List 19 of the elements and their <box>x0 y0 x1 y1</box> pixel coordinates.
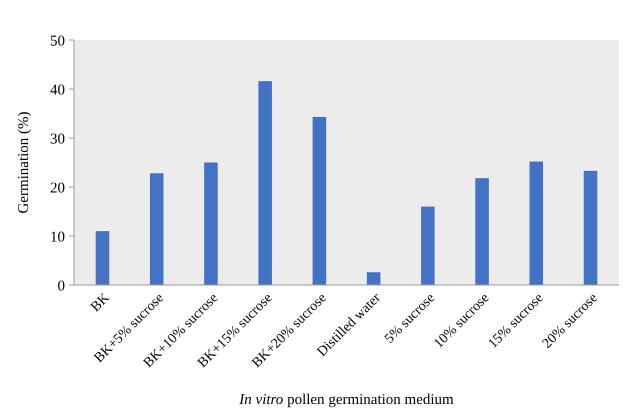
bar <box>96 231 110 285</box>
bar <box>584 170 598 285</box>
x-tick-label: BK <box>88 290 113 316</box>
y-tick-label: 50 <box>50 33 65 50</box>
y-tick-label: 20 <box>50 180 65 196</box>
x-axis-title: In vitro pollen germination medium <box>238 392 454 408</box>
y-tick-label: 0 <box>58 278 65 294</box>
bar <box>258 81 272 285</box>
bar <box>150 173 164 285</box>
bar <box>475 178 489 285</box>
bar <box>204 162 218 285</box>
y-tick-label: 30 <box>50 131 65 148</box>
y-tick-label: 10 <box>50 229 65 246</box>
bar <box>421 206 435 285</box>
bar <box>530 162 544 285</box>
y-tick-label: 40 <box>50 82 65 98</box>
bar <box>366 272 380 285</box>
bar <box>312 116 326 285</box>
y-axis-title: Germination (%) <box>16 111 32 214</box>
